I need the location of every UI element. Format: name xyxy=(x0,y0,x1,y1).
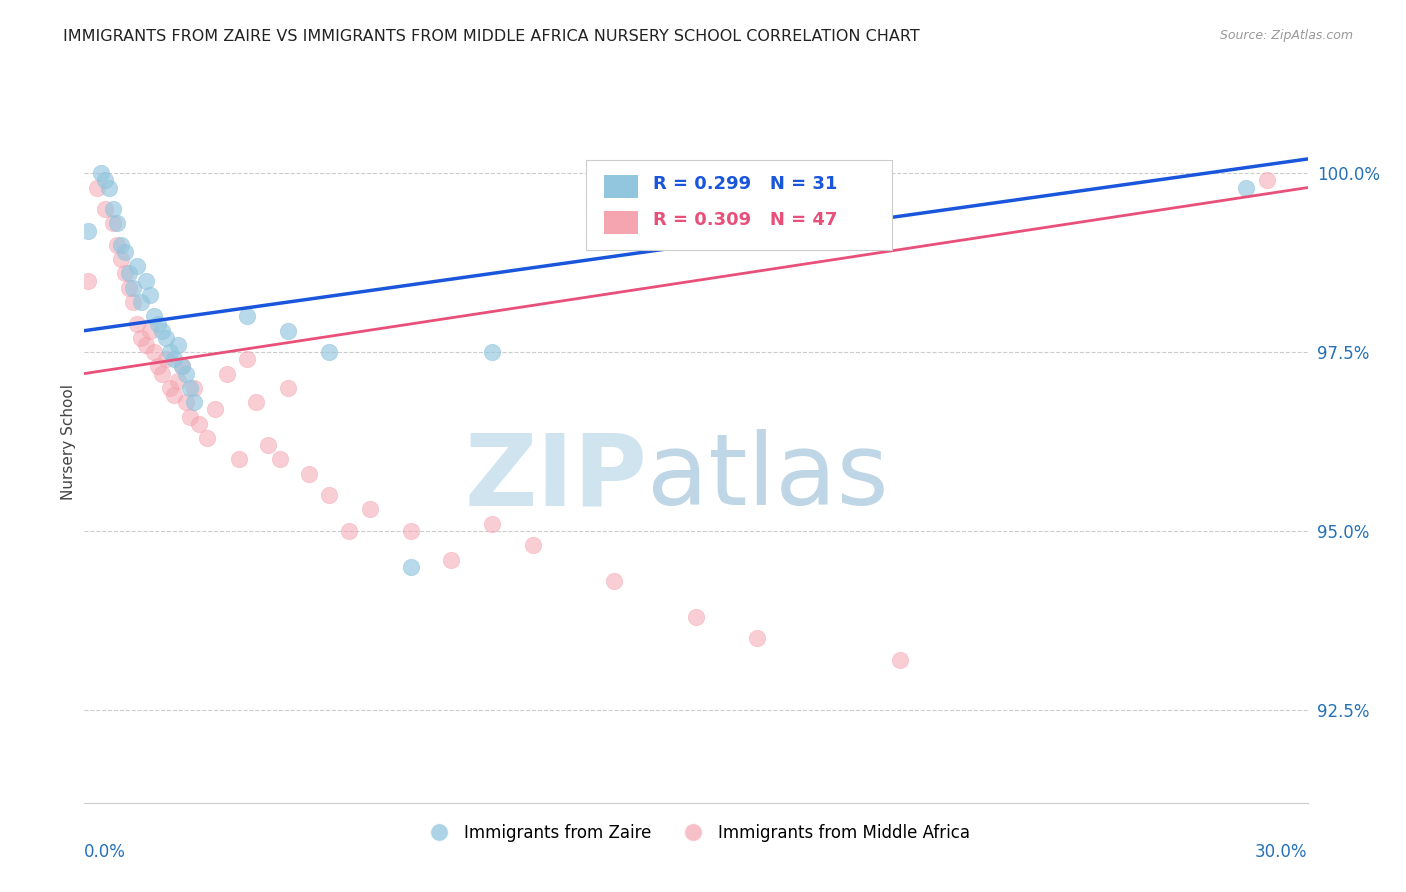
Point xyxy=(90,166,112,180)
Point xyxy=(204,402,226,417)
Point xyxy=(889,653,911,667)
Point xyxy=(150,324,173,338)
Text: 30.0%: 30.0% xyxy=(1256,843,1308,861)
Point xyxy=(110,252,132,266)
Point xyxy=(77,223,100,237)
Point xyxy=(135,338,157,352)
Point xyxy=(118,267,141,281)
Point xyxy=(146,317,169,331)
Point xyxy=(172,359,194,374)
Point xyxy=(174,395,197,409)
Point xyxy=(155,352,177,367)
Point xyxy=(167,338,190,352)
Point xyxy=(217,367,239,381)
Point xyxy=(163,352,186,367)
Point xyxy=(146,359,169,374)
Point xyxy=(522,538,544,552)
Point xyxy=(174,367,197,381)
Point xyxy=(183,381,205,395)
Point xyxy=(122,295,145,310)
Point xyxy=(245,395,267,409)
Text: IMMIGRANTS FROM ZAIRE VS IMMIGRANTS FROM MIDDLE AFRICA NURSERY SCHOOL CORRELATIO: IMMIGRANTS FROM ZAIRE VS IMMIGRANTS FROM… xyxy=(63,29,920,44)
Point xyxy=(195,431,218,445)
Point xyxy=(236,310,259,324)
FancyBboxPatch shape xyxy=(586,160,891,250)
Point xyxy=(183,395,205,409)
FancyBboxPatch shape xyxy=(605,175,638,198)
Point xyxy=(118,281,141,295)
Point xyxy=(138,288,160,302)
Point xyxy=(114,267,136,281)
Text: ZIP: ZIP xyxy=(464,429,647,526)
Point xyxy=(481,516,503,531)
Point xyxy=(603,574,626,588)
Point xyxy=(172,359,194,374)
Point xyxy=(228,452,250,467)
Point xyxy=(105,237,128,252)
Point xyxy=(187,417,209,431)
Point xyxy=(747,632,769,646)
Point xyxy=(77,274,100,288)
Point xyxy=(127,317,149,331)
Point xyxy=(131,331,153,345)
Point xyxy=(269,452,291,467)
Point xyxy=(163,388,186,402)
Point xyxy=(155,331,177,345)
Point xyxy=(179,381,201,395)
Point xyxy=(318,488,340,502)
Point xyxy=(481,345,503,359)
Point xyxy=(167,374,190,388)
Point xyxy=(159,345,181,359)
Text: Source: ZipAtlas.com: Source: ZipAtlas.com xyxy=(1219,29,1353,42)
Point xyxy=(93,202,115,216)
Y-axis label: Nursery School: Nursery School xyxy=(60,384,76,500)
Point xyxy=(86,180,108,194)
Point xyxy=(236,352,259,367)
Text: R = 0.299   N = 31: R = 0.299 N = 31 xyxy=(654,175,838,193)
Point xyxy=(135,274,157,288)
Point xyxy=(318,345,340,359)
Point xyxy=(131,295,153,310)
Point xyxy=(138,324,160,338)
Text: R = 0.309   N = 47: R = 0.309 N = 47 xyxy=(654,211,838,228)
Point xyxy=(114,244,136,259)
Point xyxy=(277,324,299,338)
Point xyxy=(1256,173,1278,187)
Point xyxy=(685,609,707,624)
FancyBboxPatch shape xyxy=(605,211,638,235)
Point xyxy=(97,180,120,194)
Point xyxy=(122,281,145,295)
Text: atlas: atlas xyxy=(647,429,889,526)
Point xyxy=(257,438,280,452)
Point xyxy=(359,502,381,516)
Point xyxy=(93,173,115,187)
Point xyxy=(399,559,422,574)
Point xyxy=(142,310,165,324)
Point xyxy=(440,552,463,566)
Text: 0.0%: 0.0% xyxy=(84,843,127,861)
Point xyxy=(159,381,181,395)
Point xyxy=(142,345,165,359)
Point xyxy=(150,367,173,381)
Point xyxy=(179,409,201,424)
Point xyxy=(110,237,132,252)
Point xyxy=(277,381,299,395)
Point xyxy=(1236,180,1258,194)
Point xyxy=(298,467,321,481)
Legend: Immigrants from Zaire, Immigrants from Middle Africa: Immigrants from Zaire, Immigrants from M… xyxy=(415,817,977,848)
Point xyxy=(399,524,422,538)
Point xyxy=(105,216,128,230)
Point xyxy=(127,260,149,274)
Point xyxy=(101,216,124,230)
Point xyxy=(101,202,124,216)
Point xyxy=(339,524,361,538)
